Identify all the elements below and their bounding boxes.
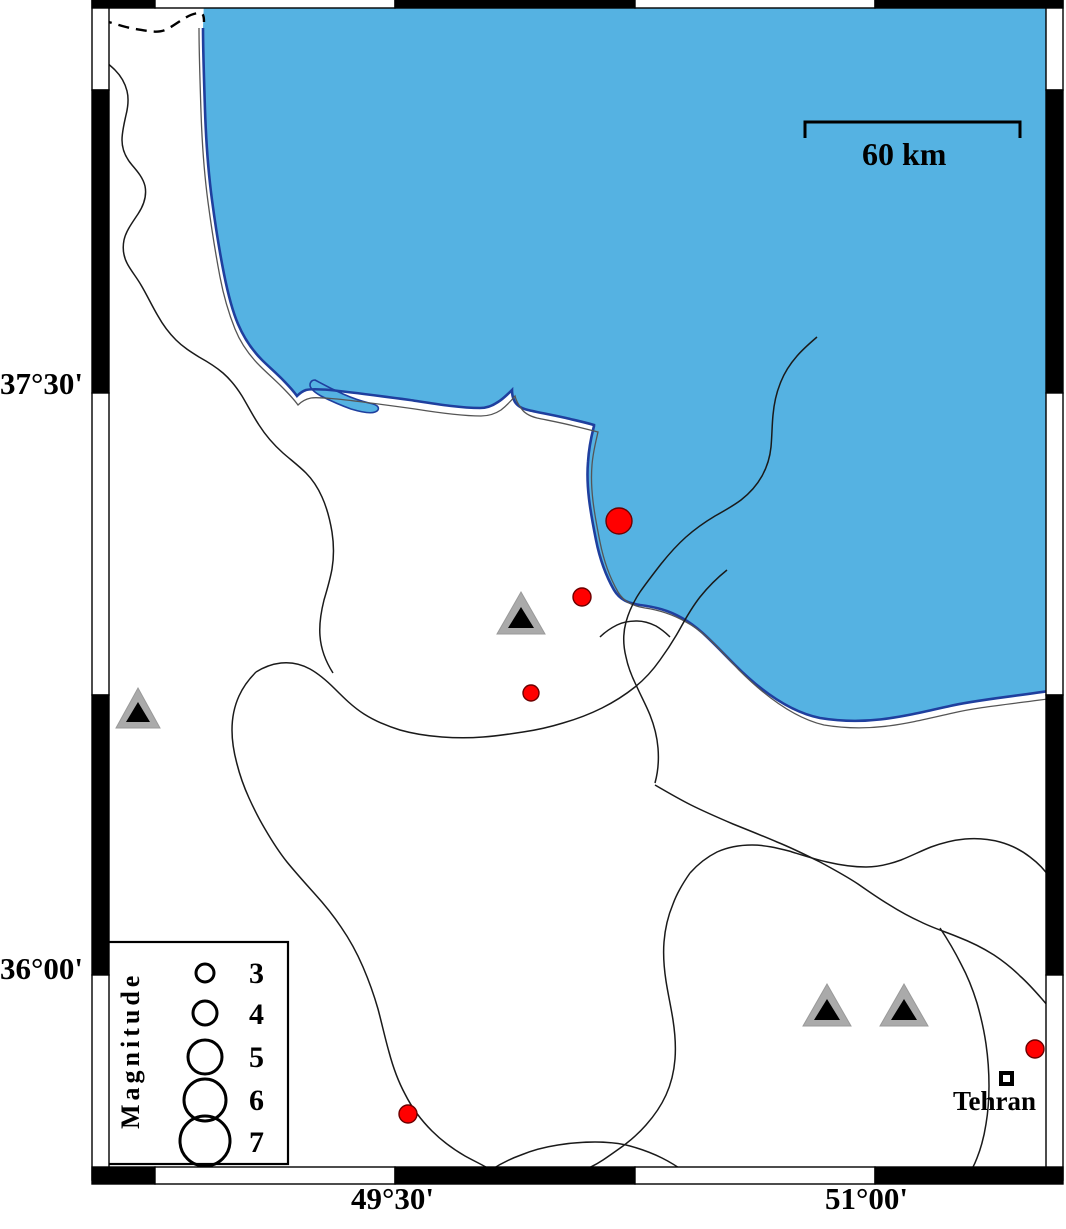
earthquake-epicenter (398, 1104, 418, 1124)
scale-bar (803, 120, 1022, 138)
international-border-layer (100, 11, 206, 33)
city-marker-tehran (999, 1071, 1014, 1086)
volcano-inner-triangle (891, 999, 917, 1020)
volcano-inner-triangle (508, 607, 534, 628)
volcano-marker (115, 686, 161, 729)
caspian-sea-polygon (203, 0, 1055, 721)
earthquake-markers-layer (398, 507, 1045, 1124)
volcano-marker (879, 982, 929, 1027)
volcano-marker (496, 590, 546, 635)
province-borders-layer (100, 57, 1055, 1180)
city-label-tehran: Tehran (953, 1086, 1037, 1116)
province-border-northeast (623, 336, 818, 784)
earthquake-epicenter (605, 507, 633, 535)
legend-label-6: 6 (249, 1084, 264, 1117)
legend-title: Magnitude (116, 971, 145, 1129)
province-border-basin-loop-south (575, 872, 691, 1174)
sea-layer (198, 0, 1055, 729)
legend-circle-6 (182, 1077, 228, 1123)
volcano-inner-triangle (126, 702, 150, 722)
frame-top-band (91, 0, 1064, 9)
scale-bar-bracket (803, 120, 1022, 138)
province-border-nw-lobe (599, 620, 671, 638)
earthquake-epicenter (522, 684, 540, 702)
volcano-markers-layer (115, 590, 929, 1027)
legend-circle-5 (186, 1038, 224, 1076)
latitude-label-37-30: 37°30' (0, 366, 84, 401)
map-frame (91, 0, 1064, 1185)
legend-circle-4 (191, 999, 219, 1027)
province-border-alborz-crest (654, 784, 1055, 1015)
longitude-label-51-00: 51°00' (825, 1181, 909, 1216)
province-border-west (100, 57, 335, 674)
tehran-square-icon-inner (1003, 1075, 1010, 1082)
earthquake-epicenter (1025, 1039, 1045, 1059)
frame-right-band (1045, 0, 1064, 1181)
international-border-dashed (100, 11, 206, 33)
coastline-land-stroke (198, 27, 1055, 729)
province-border-tehran-east (939, 927, 990, 1180)
longitude-label-49-30: 49°30' (351, 1181, 435, 1216)
volcano-marker (802, 982, 852, 1027)
legend-label-4: 4 (249, 998, 264, 1031)
legend-label-3: 3 (249, 957, 264, 990)
province-border-short-link (490, 1141, 686, 1173)
volcano-inner-triangle (814, 999, 840, 1020)
legend-circle-7 (178, 1114, 232, 1168)
earthquake-epicenter (572, 587, 592, 607)
magnitude-legend (106, 940, 290, 1168)
lagoon-polygon (309, 379, 380, 414)
province-border-gilan-south (255, 569, 728, 739)
legend-label-7: 7 (249, 1126, 264, 1159)
legend-label-5: 5 (249, 1041, 264, 1074)
province-border-basin-loop (689, 837, 1051, 879)
legend-circle-3 (194, 962, 216, 984)
scale-bar-label: 60 km (862, 136, 947, 172)
frame-left-band (91, 0, 110, 1181)
frame-bottom-band (91, 1166, 1064, 1185)
latitude-label-36-00: 36°00' (0, 951, 84, 986)
